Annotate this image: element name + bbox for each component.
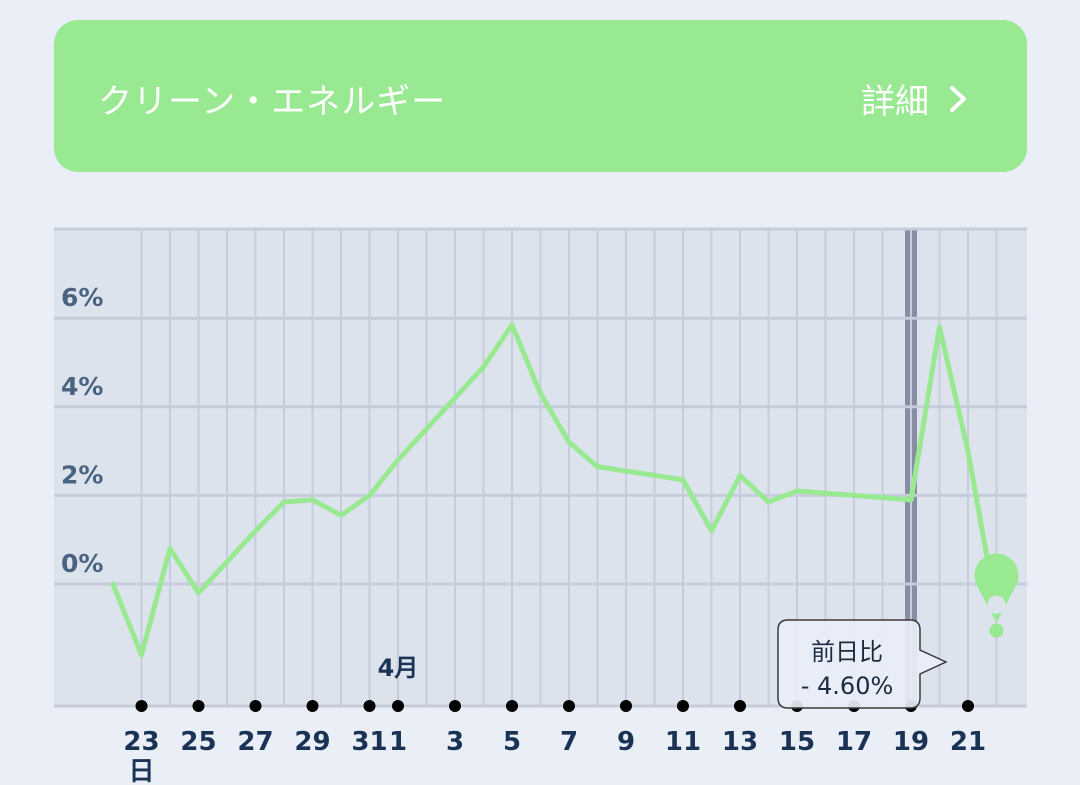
y-tick-label: 0%: [61, 549, 103, 578]
detail-link[interactable]: 詳細: [861, 74, 973, 123]
location-pin-hole: [987, 595, 1006, 614]
location-pin-icon: [974, 553, 1019, 623]
x-tick-label: 23: [123, 727, 159, 757]
x-tick-label: 31: [351, 727, 387, 757]
x-tick-label: 17: [836, 727, 872, 757]
last-point-dot: [989, 623, 1004, 638]
x-tick-dot: [392, 700, 404, 712]
x-tick-dot: [677, 700, 689, 712]
x-tick-label: 11: [665, 727, 701, 757]
x-tick-label: 27: [237, 727, 273, 757]
x-tick-dot: [563, 700, 575, 712]
tooltip-value: - 4.60%: [801, 672, 894, 700]
x-tick-label: 3: [446, 727, 464, 757]
x-unit-label: 日: [128, 757, 154, 785]
x-tick-dot: [734, 700, 746, 712]
y-tick-label: 4%: [61, 372, 103, 401]
category-header[interactable]: クリーン・エネルギー 詳細: [54, 20, 1027, 172]
x-tick-dot: [506, 700, 518, 712]
y-tick-label: 6%: [61, 283, 103, 312]
x-tick-label: 13: [722, 727, 758, 757]
tooltip-box: [777, 619, 948, 709]
x-tick-dot: [620, 700, 632, 712]
series-line: [110, 322, 999, 658]
x-tick-dot: [192, 700, 205, 712]
x-tick-label: 7: [560, 727, 578, 757]
x-tick-label: 9: [617, 727, 635, 757]
x-tick-dot: [449, 700, 461, 712]
x-tick-label: 19: [893, 727, 929, 757]
x-tick-label: 25: [180, 727, 216, 757]
x-tick-label: 29: [294, 727, 330, 757]
x-tick-dot: [962, 700, 974, 712]
x-tick-dot: [249, 700, 262, 712]
tooltip-label: 前日比: [811, 638, 883, 666]
y-tick-label: 2%: [61, 460, 103, 489]
detail-label: 詳細: [861, 82, 929, 122]
x-tick-dot: [363, 700, 376, 712]
category-title: クリーン・エネルギー: [98, 82, 447, 122]
chevron-right-icon: [950, 85, 966, 112]
x-tick-label: 15: [779, 727, 815, 757]
x-tick-label: 1: [389, 727, 407, 757]
x-tick-label: 5: [503, 727, 521, 757]
x-tick-dot: [306, 700, 319, 712]
x-tick-label: 21: [950, 727, 986, 757]
x-tick-dot: [135, 700, 148, 712]
month-marker: 4月: [378, 654, 419, 682]
